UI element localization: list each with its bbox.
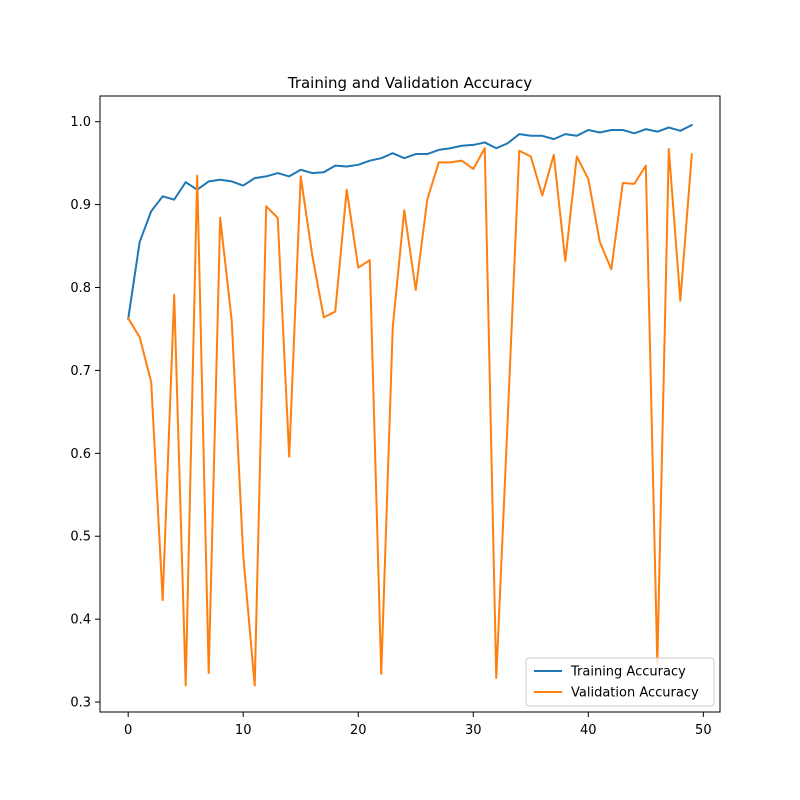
series-line-training [127, 124, 693, 321]
y-tick-label: 0.5 [70, 530, 91, 545]
legend-label-validation: Validation Accuracy [571, 686, 699, 701]
y-tick-label: 0.6 [70, 447, 91, 462]
x-tick-label: 50 [695, 723, 712, 738]
axes-frame [99, 95, 721, 713]
y-tick-label: 1.0 [70, 115, 91, 130]
legend-label-training: Training Accuracy [570, 665, 686, 680]
y-tick-label: 0.8 [70, 281, 91, 296]
x-tick-label: 0 [124, 723, 132, 738]
x-tick-label: 30 [465, 723, 482, 738]
legend-box [525, 657, 715, 707]
y-tick-label: 0.3 [70, 696, 91, 711]
chart-title: Training and Validation Accuracy [287, 74, 532, 92]
y-tick-label: 0.4 [70, 613, 91, 628]
y-tick-label: 0.7 [70, 364, 91, 379]
x-tick-label: 20 [350, 723, 367, 738]
plot-area: 0 10 20 30 40 50 0.3 0.4 0.5 0.6 0.7 0.8 0.9 1.0 Train… [70, 95, 721, 738]
series-line-validation [127, 147, 693, 687]
x-tick-label: 10 [235, 723, 252, 738]
y-tick-label: 0.9 [70, 198, 91, 213]
x-tick-label: 40 [580, 723, 597, 738]
